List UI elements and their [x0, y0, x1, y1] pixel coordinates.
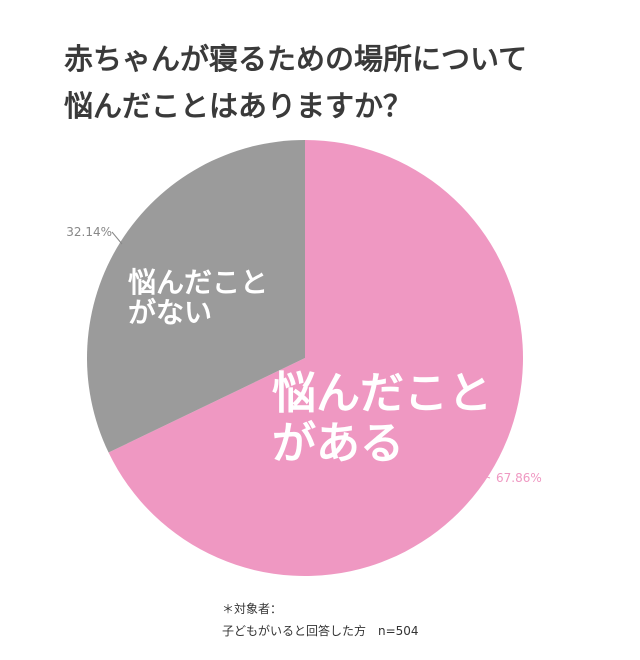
leader-line-yes	[471, 471, 491, 479]
survey-note-line-1: ＊対象者：	[222, 602, 283, 616]
chart-title: 赤ちゃんが寝るための場所について 悩んだことはありますか？	[64, 36, 624, 130]
survey-note: ＊対象者： 子どもがいると回答した方 n=504	[222, 598, 419, 642]
value-label-no: 32.14%	[66, 225, 112, 239]
slice-label-yes: 悩んだことがある	[272, 368, 492, 469]
value-label-yes: 67.86%	[496, 471, 542, 485]
chart-title-line-1: 赤ちゃんが寝るための場所について	[64, 42, 528, 76]
pie-slice-yes	[108, 140, 523, 576]
survey-note-line-2: 子どもがいると回答した方 n=504	[222, 624, 419, 638]
slice-label-no: 悩んだことがない	[128, 266, 268, 329]
leader-line-no	[111, 231, 123, 245]
pie-slice-no	[87, 140, 306, 453]
chart-title-line-2: 悩んだことはありますか？	[64, 89, 413, 123]
